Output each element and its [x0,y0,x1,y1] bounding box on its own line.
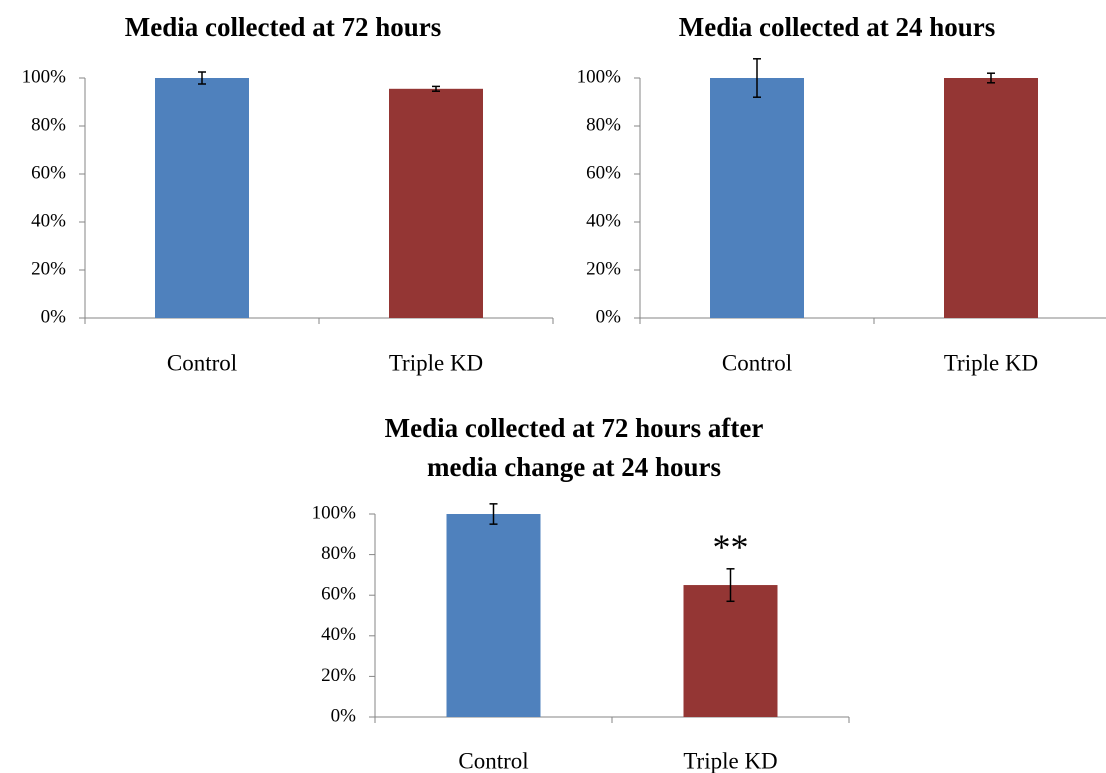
error-bar [198,71,206,85]
significance-annotation: ** [713,527,749,567]
y-tick-label: 40% [586,210,621,231]
y-tick-label: 20% [321,665,356,686]
x-category-label: Control [167,350,237,375]
x-category-label: Control [458,748,528,773]
bar-triple-kd [683,585,778,717]
y-tick-label: 60% [31,162,66,183]
chart-title: Media collected at 72 hours after [385,413,764,443]
x-category-label: Triple KD [944,350,1038,375]
bar-control [155,78,249,318]
chart-panel-1: Media collected at 72 hours 0% 20% 40% 60% 80… [22,12,554,375]
y-tick-label: 0% [331,705,357,726]
chart-panel-3: Media collected at 72 hours after media c… [312,413,850,773]
y-tick-label: 100% [22,66,67,87]
error-bar [753,58,761,98]
x-category-label: Triple KD [389,350,483,375]
y-tick-label: 40% [31,210,66,231]
y-tick-label: 20% [586,258,621,279]
bar-control [446,514,541,717]
y-tick-label: 0% [596,306,622,327]
bar-triple-kd [389,88,483,318]
y-tick-label: 80% [31,114,66,135]
chart-title: media change at 24 hours [427,452,721,482]
y-tick-label: 100% [577,66,622,87]
bar-control [710,78,804,318]
y-tick-label: 20% [31,258,66,279]
y-tick-label: 60% [321,584,356,605]
error-bar [987,72,995,84]
y-tick-label: 100% [312,502,357,523]
y-tick-label: 40% [321,624,356,645]
chart-title: Media collected at 24 hours [679,12,995,42]
y-tick-label: 60% [586,162,621,183]
y-tick-label: 0% [41,306,67,327]
error-bar [726,568,735,603]
chart-panel-2: Media collected at 24 hours 0% 20% 40% 60% 80… [577,12,1106,375]
error-bar [489,503,498,525]
y-tick-label: 80% [321,543,356,564]
chart-title: Media collected at 72 hours [125,12,441,42]
error-bar [432,85,440,92]
bar-triple-kd [944,78,1038,318]
y-tick-label: 80% [586,114,621,135]
x-category-label: Control [722,350,792,375]
x-category-label: Triple KD [683,748,777,773]
